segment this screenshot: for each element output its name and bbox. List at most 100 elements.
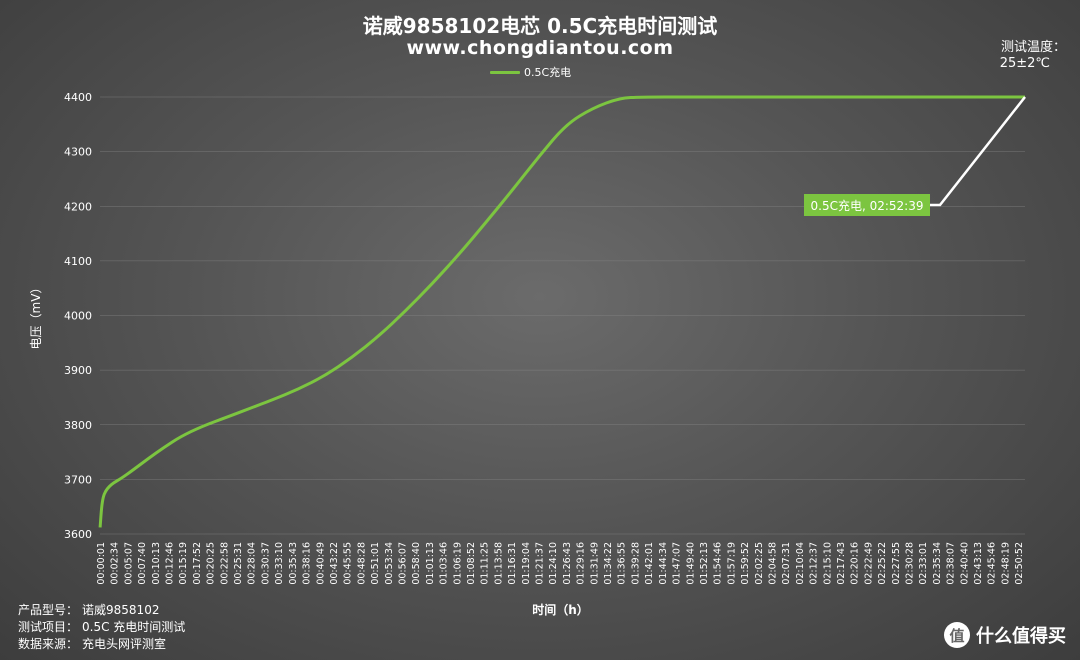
x-tick-label: 02:07:31 bbox=[781, 542, 792, 585]
x-tick-label: 00:28:04 bbox=[247, 542, 258, 585]
chart-title: 诺威9858102电芯 0.5C充电时间测试 bbox=[362, 14, 718, 38]
footer-value: 诺威9858102 bbox=[82, 603, 160, 617]
x-tick-label: 01:24:10 bbox=[548, 542, 559, 585]
x-tick-label: 01:13:58 bbox=[493, 542, 504, 585]
footer-label: 测试项目： bbox=[18, 620, 79, 634]
x-tick-label: 00:51:01 bbox=[370, 542, 381, 585]
x-tick-label: 02:12:37 bbox=[809, 542, 820, 585]
y-tick-label: 4000 bbox=[64, 310, 92, 323]
x-tick-label: 00:00:01 bbox=[96, 542, 107, 585]
temperature-label: 测试温度： bbox=[1000, 40, 1066, 55]
x-tick-label: 01:01:13 bbox=[425, 542, 436, 585]
x-tick-label: 01:49:40 bbox=[685, 542, 696, 585]
x-tick-label: 01:11:25 bbox=[480, 542, 491, 585]
annotation-label: 0.5C充电, 02:52:39 bbox=[811, 198, 924, 213]
smzdm-logo-icon: 值 bbox=[944, 622, 970, 648]
x-tick-label: 01:16:31 bbox=[507, 542, 518, 585]
x-tick-label: 02:40:40 bbox=[959, 542, 970, 585]
footer-label: 产品型号： bbox=[18, 603, 79, 617]
x-tick-label: 01:29:16 bbox=[576, 542, 587, 585]
x-tick-label: 02:43:13 bbox=[973, 542, 984, 585]
x-tick-label: 02:30:28 bbox=[905, 542, 916, 585]
y-tick-label: 3600 bbox=[64, 528, 92, 541]
watermark-text: 什么值得买 bbox=[976, 626, 1066, 647]
x-tick-label: 01:36:55 bbox=[617, 542, 628, 585]
annotation-leader bbox=[930, 96, 1026, 207]
watermark: 值 什么值得买 bbox=[944, 622, 1066, 648]
x-tick-label: 00:10:13 bbox=[151, 542, 162, 585]
legend-swatch bbox=[490, 70, 520, 74]
y-tick-label: 4400 bbox=[64, 91, 92, 104]
x-tick-label: 00:58:40 bbox=[411, 542, 422, 585]
x-tick-label: 00:33:10 bbox=[274, 542, 285, 585]
site-url: www.chongdiantou.com bbox=[406, 37, 674, 59]
footer-row-model: 产品型号： 诺威9858102 bbox=[18, 602, 185, 619]
y-tick-label: 4300 bbox=[64, 146, 92, 159]
y-tick-label: 4100 bbox=[64, 255, 92, 268]
x-tick-label: 01:52:13 bbox=[699, 542, 710, 585]
annotation-box bbox=[804, 194, 930, 216]
y-tick-label: 3700 bbox=[64, 473, 92, 486]
y-tick-label: 4200 bbox=[64, 200, 92, 213]
x-tick-label: 02:50:52 bbox=[1014, 542, 1025, 585]
series-line bbox=[98, 95, 1025, 528]
x-tick-label: 01:08:52 bbox=[466, 542, 477, 585]
x-tick-label: 02:22:49 bbox=[863, 542, 874, 585]
x-tick-label: 02:33:01 bbox=[918, 542, 929, 585]
x-tick-label: 00:25:31 bbox=[233, 542, 244, 585]
footer-info: 产品型号： 诺威9858102 测试项目： 0.5C 充电时间测试 数据来源： 充电头… bbox=[18, 602, 185, 653]
y-tick-label: 3800 bbox=[64, 419, 92, 432]
x-tick-label: 02:45:46 bbox=[987, 542, 998, 585]
x-tick-label: 00:22:58 bbox=[219, 542, 230, 585]
x-tick-label: 01:31:49 bbox=[589, 542, 600, 585]
x-tick-label: 02:02:25 bbox=[754, 542, 765, 585]
x-tick-label: 00:07:40 bbox=[137, 542, 148, 585]
x-tick-label: 01:54:46 bbox=[713, 542, 724, 585]
x-tick-label: 01:47:07 bbox=[672, 542, 683, 585]
x-tick-label: 02:38:07 bbox=[946, 542, 957, 585]
x-tick-label: 00:12:46 bbox=[165, 542, 176, 585]
x-tick-label: 00:38:16 bbox=[302, 542, 313, 585]
x-tick-label: 01:59:52 bbox=[740, 542, 751, 585]
x-tick-label: 00:48:28 bbox=[356, 542, 367, 585]
x-tick-label: 00:35:43 bbox=[288, 542, 299, 585]
x-tick-label: 00:56:07 bbox=[397, 542, 408, 585]
footer-row-test: 测试项目： 0.5C 充电时间测试 bbox=[18, 619, 185, 636]
x-tick-label: 02:17:43 bbox=[836, 542, 847, 585]
footer-value: 充电头网评测室 bbox=[82, 637, 167, 651]
y-tick-label: 3900 bbox=[64, 364, 92, 377]
x-tick-label: 00:20:25 bbox=[206, 542, 217, 585]
x-tick-label: 02:27:55 bbox=[891, 542, 902, 585]
x-tick-label: 00:02:34 bbox=[110, 542, 121, 585]
footer-row-source: 数据来源： 充电头网评测室 bbox=[18, 636, 185, 653]
x-tick-label: 01:44:34 bbox=[658, 542, 669, 585]
x-tick-label: 01:42:01 bbox=[644, 542, 655, 585]
x-tick-label: 02:20:16 bbox=[850, 542, 861, 585]
x-tick-label: 01:19:04 bbox=[521, 542, 532, 585]
x-tick-label: 02:10:04 bbox=[795, 542, 806, 585]
legend: 0.5C充电 bbox=[490, 64, 571, 80]
y-axis-title: 电压（mV） bbox=[29, 282, 43, 350]
x-tick-label: 01:06:19 bbox=[452, 542, 463, 585]
x-tick-label: 01:39:28 bbox=[630, 542, 641, 585]
x-tick-label: 01:34:22 bbox=[603, 542, 614, 585]
x-tick-label: 00:17:52 bbox=[192, 542, 203, 585]
temperature-value: 25±2℃ bbox=[999, 56, 1050, 71]
x-tick-label: 01:26:43 bbox=[562, 542, 573, 585]
x-tick-label: 00:53:34 bbox=[384, 542, 395, 585]
x-tick-label: 02:04:58 bbox=[767, 542, 778, 585]
footer-label: 数据来源： bbox=[18, 637, 79, 651]
x-tick-label: 02:35:34 bbox=[932, 542, 943, 585]
x-tick-label: 00:05:07 bbox=[123, 542, 134, 585]
x-tick-label: 00:43:22 bbox=[329, 542, 340, 585]
x-tick-label: 00:30:37 bbox=[260, 542, 271, 585]
legend-label: 0.5C充电 bbox=[524, 66, 572, 79]
x-tick-label: 02:25:22 bbox=[877, 542, 888, 585]
x-tick-label: 00:40:49 bbox=[315, 542, 326, 585]
x-tick-label: 01:03:46 bbox=[439, 542, 450, 585]
x-axis-title: 时间（h） bbox=[532, 602, 589, 617]
x-tick-label: 02:15:10 bbox=[822, 542, 833, 585]
x-tick-label: 00:45:55 bbox=[343, 542, 354, 585]
x-tick-label: 00:15:19 bbox=[178, 542, 189, 585]
